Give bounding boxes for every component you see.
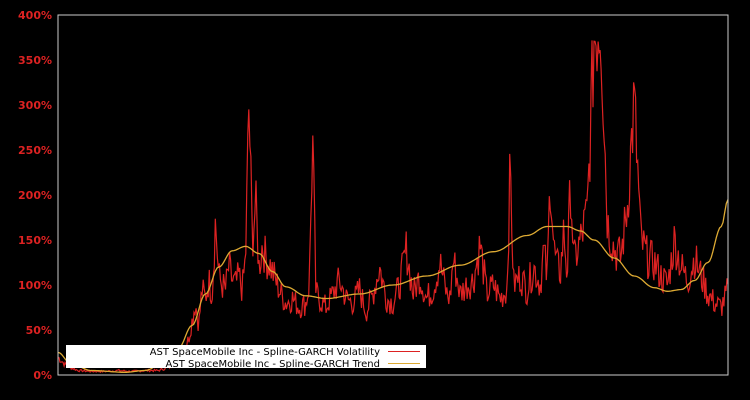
- legend-label-volatility: AST SpaceMobile Inc - Spline-GARCH Volat…: [150, 347, 380, 358]
- y-tick-label: 50%: [26, 324, 52, 337]
- legend-box: [66, 345, 426, 368]
- y-tick-label: 0%: [33, 369, 52, 382]
- y-tick-label: 150%: [18, 234, 52, 247]
- legend: AST SpaceMobile Inc - Spline-GARCH Volat…: [66, 345, 426, 370]
- y-tick-label: 400%: [18, 9, 52, 22]
- y-tick-label: 250%: [18, 144, 52, 157]
- y-tick-label: 200%: [18, 189, 52, 202]
- y-tick-label: 100%: [18, 279, 52, 292]
- y-tick-label: 300%: [18, 99, 52, 112]
- legend-label-trend: AST SpaceMobile Inc - Spline-GARCH Trend: [166, 359, 381, 370]
- axes-frame: [57, 14, 729, 376]
- y-tick-label: 350%: [18, 54, 52, 67]
- y-axis-ticks: 0% 50% 100% 150% 200% 250% 300% 350% 400%: [18, 9, 52, 382]
